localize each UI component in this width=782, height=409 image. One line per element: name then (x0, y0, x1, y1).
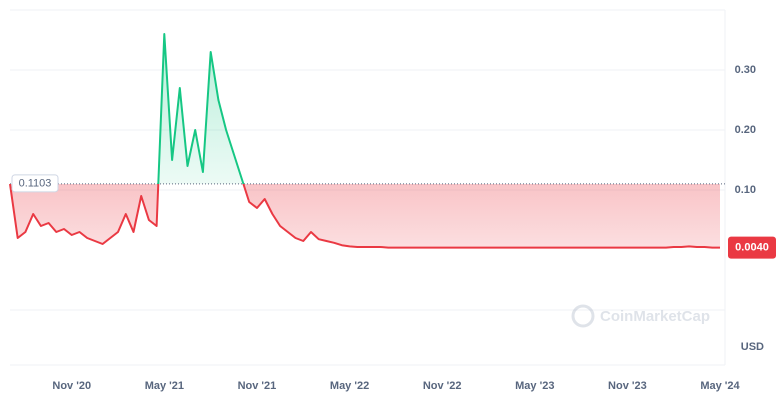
price-area (10, 34, 720, 248)
y-tick-label: 0.20 (735, 124, 756, 136)
watermark-text: CoinMarketCap (600, 308, 710, 325)
y-tick-label: 0.30 (735, 64, 756, 76)
baseline-label-box (11, 174, 59, 193)
x-tick-label: May '22 (330, 380, 369, 392)
x-tick-label: May '24 (700, 380, 740, 392)
currency-label: USD (741, 341, 764, 353)
x-tick-label: Nov '20 (52, 380, 91, 392)
x-tick-label: Nov '21 (238, 380, 277, 392)
x-tick-label: May '23 (515, 380, 554, 392)
baseline-label: 0.1103 (19, 178, 52, 190)
price-line (9, 33, 720, 249)
current-price-box (728, 236, 776, 259)
y-tick-label: 0.10 (735, 184, 756, 196)
watermark: CoinMarketCap (571, 304, 710, 328)
x-tick-label: Nov '22 (423, 380, 462, 392)
x-tick-label: May '21 (145, 380, 184, 392)
x-tick-label: Nov '23 (608, 380, 647, 392)
current-price-label: 0.0040 (735, 242, 769, 254)
